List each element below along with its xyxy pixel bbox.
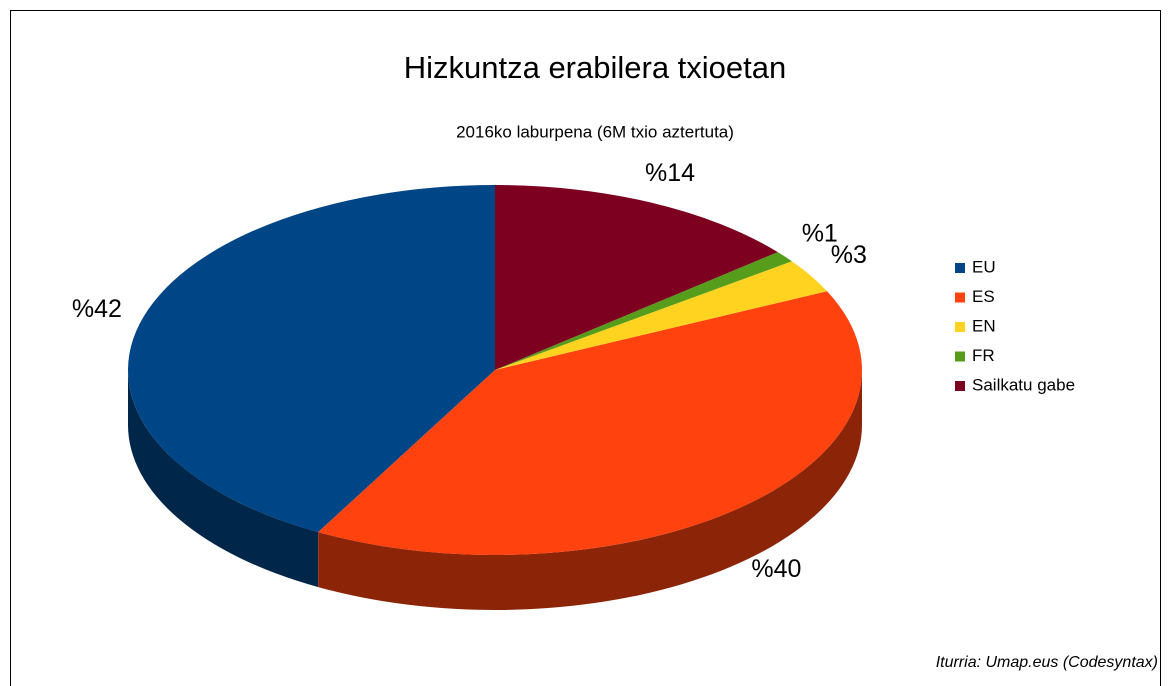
legend-swatch	[955, 351, 965, 362]
legend-label: ES	[972, 287, 995, 306]
slice	[127, 185, 495, 533]
data-label: %42	[72, 295, 122, 323]
slice	[495, 261, 828, 370]
data-label: %1	[802, 220, 838, 248]
slice	[495, 252, 792, 370]
chart-subtitle: 2016ko laburpena (6M txio aztertuta)	[456, 122, 734, 141]
data-label: %14	[645, 159, 695, 187]
legend-swatch	[955, 322, 965, 332]
legend-label: EN	[972, 316, 996, 335]
chart-title: Hizkuntza erabilera txioetan	[404, 50, 787, 85]
slice	[495, 185, 778, 370]
legend-swatch	[955, 263, 965, 273]
legend-label: Sailkatu gabe	[972, 375, 1075, 394]
slice	[318, 291, 862, 555]
legend-label: EU	[972, 257, 996, 276]
legend-swatch	[955, 381, 965, 391]
legend-swatch	[955, 292, 965, 303]
data-label: %40	[751, 555, 801, 583]
legend-label: FR	[972, 346, 995, 365]
data-label: %3	[831, 241, 867, 269]
source-note: Iturria: Umap.eus (Codesyntax)	[936, 654, 1158, 671]
slice-side	[128, 370, 319, 588]
slice-side	[318, 370, 862, 611]
